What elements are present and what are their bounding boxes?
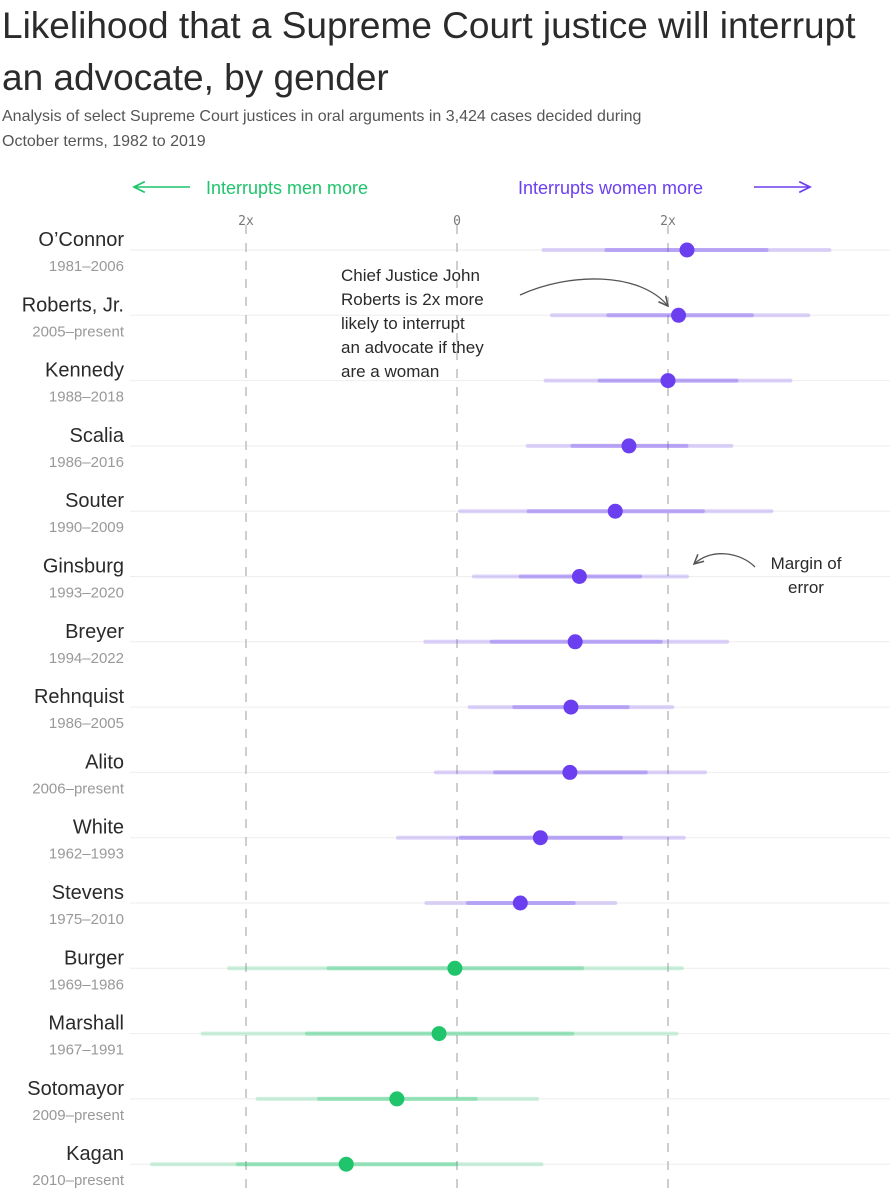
- justice-name: Roberts, Jr.: [22, 294, 124, 316]
- value-dot: [431, 1026, 447, 1042]
- justice-name: Marshall: [48, 1013, 124, 1035]
- roberts-annotation-line: Chief Justice John: [341, 266, 480, 285]
- dot-range-chart: Interrupts men more Interrupts women more…: [22, 178, 890, 1190]
- justice-name: Alito: [85, 751, 124, 773]
- justice-years: 1986–2005: [49, 715, 124, 732]
- justice-name: Souter: [65, 490, 124, 512]
- roberts-annotation-arrow: [519, 278, 668, 306]
- justice-years: 2009–present: [32, 1107, 125, 1124]
- chart-title: Likelihood that a Supreme Court justice …: [2, 5, 856, 98]
- value-dot: [562, 764, 578, 780]
- justice-name: Kagan: [66, 1143, 124, 1165]
- value-dot: [571, 569, 587, 584]
- justice-name: Rehnquist: [34, 686, 125, 708]
- value-dot: [567, 634, 583, 650]
- tick-label: 0: [453, 214, 461, 229]
- value-dot: [338, 1156, 354, 1172]
- justice-name: O’Connor: [38, 229, 124, 251]
- roberts-annotation-line: are a woman: [341, 362, 439, 381]
- tick-label: 2x: [238, 214, 254, 229]
- value-dot: [660, 373, 676, 389]
- tick-label: 2x: [660, 214, 676, 229]
- margin-annotation-arrow: [694, 553, 756, 568]
- justice-name: Ginsburg: [43, 556, 124, 578]
- justice-name: Scalia: [70, 425, 125, 447]
- justice-years: 1969–1986: [49, 976, 124, 993]
- margin-annotation-line: Margin of: [771, 554, 842, 573]
- justice-years: 1962–1993: [49, 846, 124, 863]
- roberts-annotation-line: an advocate if they: [341, 338, 484, 357]
- value-dot: [671, 307, 687, 323]
- value-dot: [447, 960, 463, 976]
- justice-years: 1993–2020: [49, 585, 124, 602]
- justice-name: White: [73, 817, 124, 839]
- value-dot: [563, 699, 579, 715]
- roberts-annotation-line: likely to interrupt: [341, 314, 465, 333]
- right-direction-label: Interrupts women more: [518, 178, 703, 198]
- left-direction-label: Interrupts men more: [206, 178, 368, 198]
- value-dot: [389, 1091, 405, 1107]
- justice-years: 2010–present: [32, 1172, 125, 1189]
- justice-name: Burger: [64, 947, 124, 969]
- value-dot: [512, 895, 528, 911]
- justice-years: 1990–2009: [49, 519, 124, 536]
- justice-years: 1986–2016: [49, 454, 124, 471]
- justice-years: 2005–present: [32, 323, 125, 340]
- margin-annotation-line: error: [788, 578, 824, 597]
- value-dot: [532, 830, 548, 846]
- justice-years: 1967–1991: [49, 1042, 124, 1059]
- value-dot: [621, 438, 637, 454]
- justice-years: 1988–2018: [49, 389, 124, 406]
- justice-years: 1975–2010: [49, 911, 124, 928]
- chart-subtitle: Analysis of select Supreme Court justice…: [2, 108, 642, 150]
- justice-name: Breyer: [65, 621, 124, 643]
- justice-years: 2006–present: [32, 780, 125, 797]
- roberts-annotation-line: Roberts is 2x more: [341, 290, 484, 309]
- justice-years: 1981–2006: [49, 258, 124, 275]
- justice-years: 1994–2022: [49, 650, 124, 667]
- justice-name: Stevens: [52, 882, 124, 904]
- justice-name: Kennedy: [45, 360, 124, 382]
- value-dot: [607, 503, 623, 519]
- justice-name: Sotomayor: [27, 1078, 124, 1100]
- value-dot: [679, 242, 695, 258]
